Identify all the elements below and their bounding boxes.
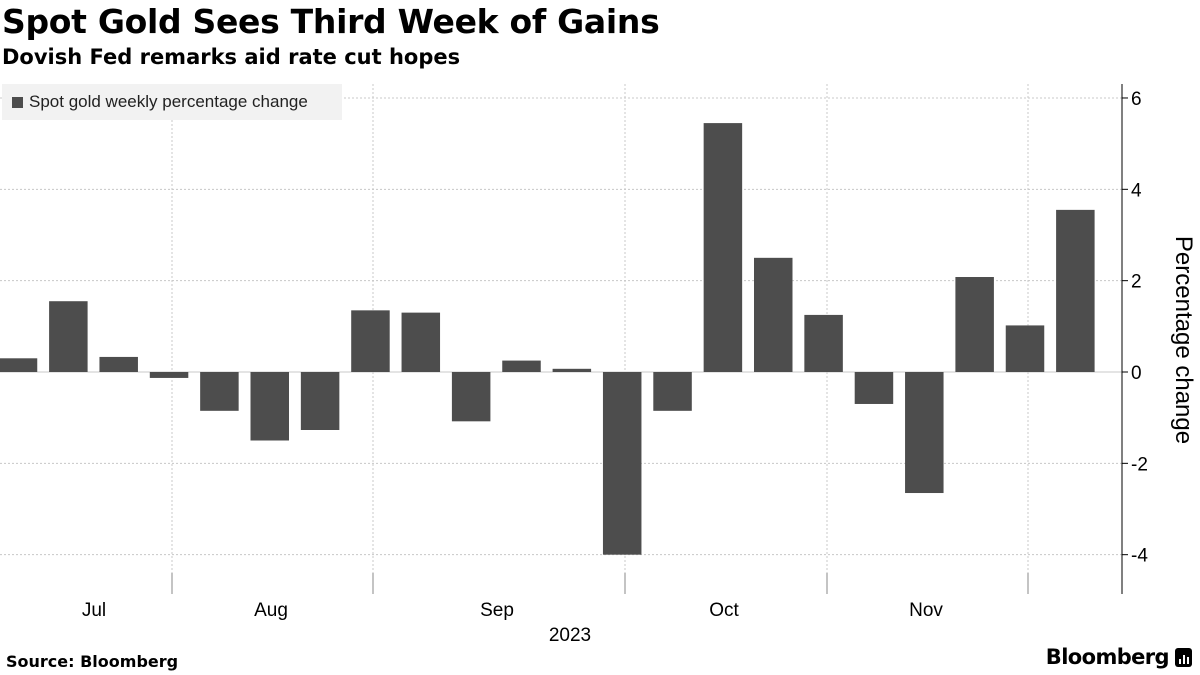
bar (401, 312, 441, 372)
bar (300, 372, 340, 431)
y-axis-label: Percentage change (1170, 236, 1197, 444)
bar-layer (0, 123, 1095, 555)
bar (854, 372, 894, 404)
chart-title: Spot Gold Sees Third Week of Gains (2, 2, 660, 41)
x-year-label: 2023 (549, 625, 591, 646)
source-note: Source: Bloomberg (6, 652, 179, 671)
bar (1005, 325, 1045, 372)
bar-chart-icon (1175, 647, 1192, 667)
brand-name: Bloomberg (1045, 645, 1170, 669)
bar (351, 310, 390, 372)
bar (703, 123, 743, 372)
legend-label: Spot gold weekly percentage change (29, 92, 308, 111)
bar (804, 314, 843, 372)
bar (502, 360, 541, 372)
x-tick-label: Nov (909, 600, 943, 621)
y-tick-label: -2 (1131, 454, 1148, 475)
bar (1056, 209, 1095, 372)
bar (200, 372, 239, 411)
chart-subtitle: Dovish Fed remarks aid rate cut hopes (2, 45, 461, 69)
bar (0, 358, 38, 372)
bar (451, 372, 491, 422)
y-tick-label: 6 (1131, 89, 1142, 110)
bar (552, 368, 592, 372)
bar (250, 372, 289, 441)
legend-swatch (12, 96, 23, 108)
grid-layer (0, 84, 1122, 594)
y-tick-label: 2 (1131, 272, 1142, 293)
y-tick-label: -4 (1131, 546, 1148, 567)
legend: Spot gold weekly percentage change (2, 84, 342, 120)
bar (754, 257, 793, 372)
bar (99, 356, 138, 372)
bar (49, 301, 88, 372)
y-tick-label: 0 (1131, 363, 1142, 384)
x-tick-label: Oct (709, 600, 739, 621)
bar (905, 372, 944, 494)
x-tick-label: Sep (480, 600, 514, 621)
y-tick-label: 4 (1131, 180, 1142, 201)
bar (602, 372, 642, 555)
axis-layer: 6 4 2 0 -2 -4 Jul Aug Sep Oct Nov 2023 (82, 84, 1148, 646)
bar (955, 277, 994, 372)
bar (653, 372, 692, 411)
x-tick-label: Aug (254, 600, 288, 621)
x-tick-label: Jul (82, 600, 106, 621)
brand-logo: Bloomberg (1046, 645, 1192, 669)
bar (149, 372, 189, 378)
